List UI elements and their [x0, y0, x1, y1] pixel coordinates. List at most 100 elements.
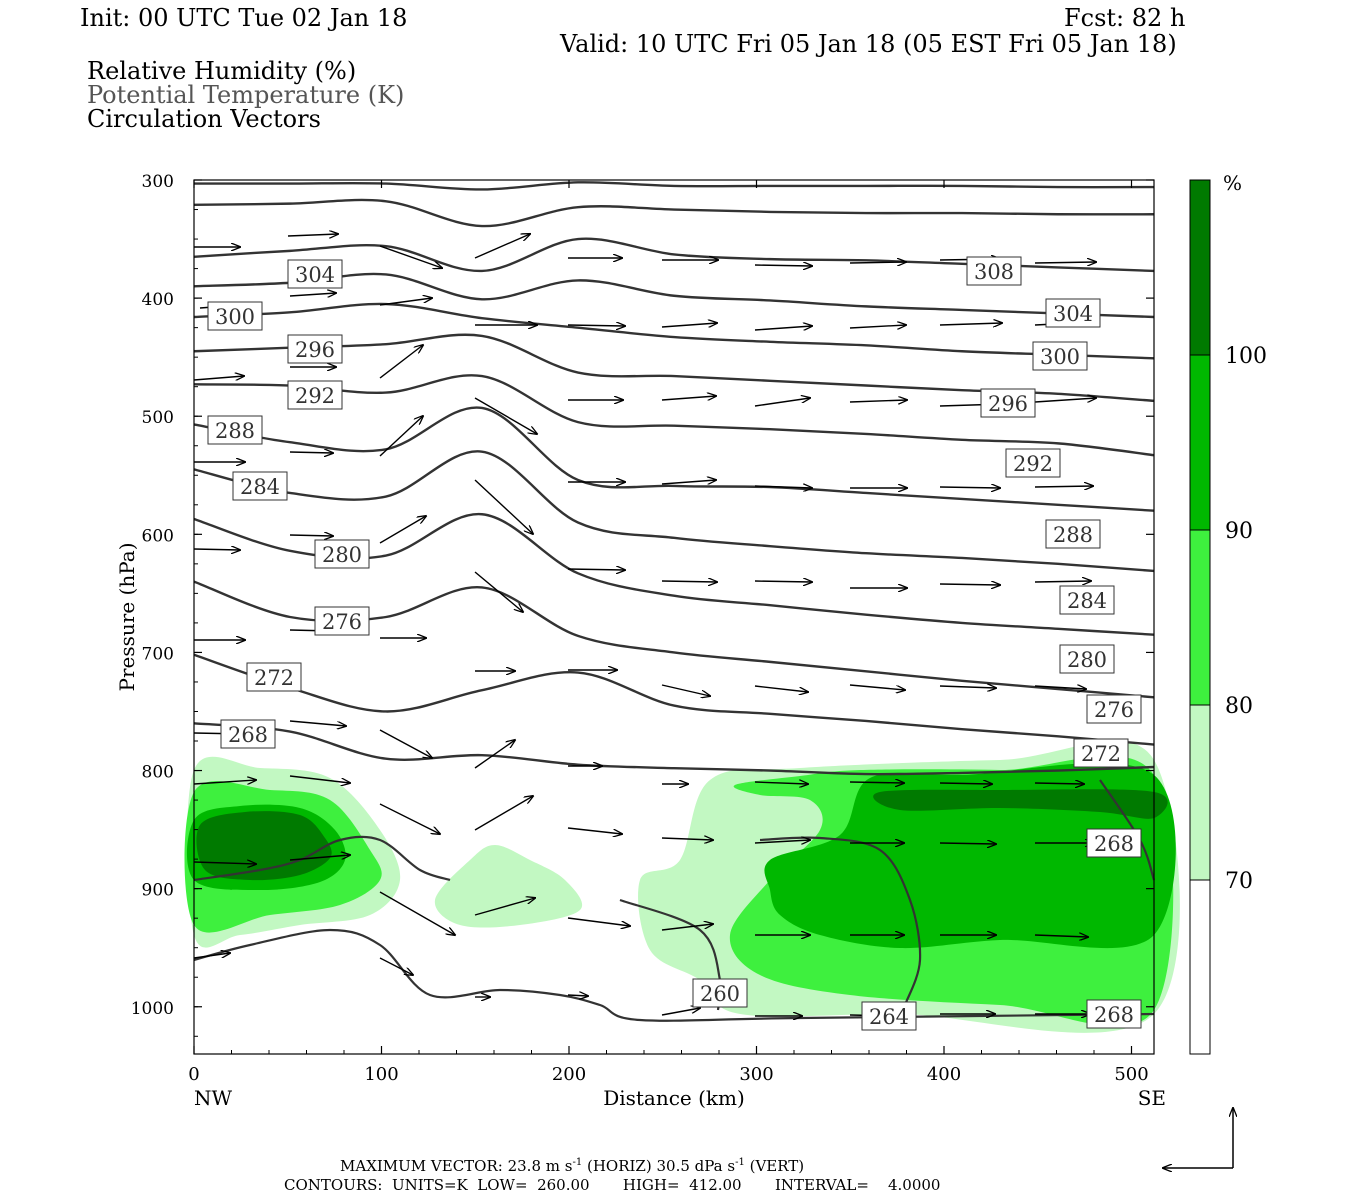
contour-label-264-22: 264 — [861, 1001, 917, 1031]
vector-18 — [939, 323, 1002, 325]
contour-label-text: 300 — [1040, 345, 1080, 369]
contour-label-box — [1086, 828, 1142, 858]
contour-label-text: 296 — [295, 338, 335, 362]
vector-7 — [849, 262, 906, 263]
contour-label-box — [692, 978, 748, 1008]
contour-label-260-23: 260 — [692, 978, 748, 1008]
contour-label-text: 296 — [988, 392, 1028, 416]
contour-label-box — [1086, 694, 1142, 724]
contour-label-text: 280 — [1067, 648, 1107, 672]
colorbar-seg-0 — [1189, 179, 1211, 356]
contour-label-268-20: 268 — [1086, 828, 1142, 858]
colorbar-seg-1 — [1189, 354, 1211, 531]
theta-line-260 — [193, 722, 1155, 776]
contour-label-box — [1073, 738, 1129, 768]
theta-line-292 — [193, 302, 1155, 360]
contour-label-text: 292 — [295, 384, 335, 408]
vector-56 — [754, 685, 808, 692]
contour-label-box — [246, 662, 302, 692]
contour-label-text: 276 — [1094, 698, 1134, 722]
y-tick-label-300: 300 — [142, 172, 174, 192]
vector-76 — [754, 840, 810, 843]
contour-label-box — [1045, 519, 1101, 549]
contour-label-284-12: 284 — [1059, 585, 1115, 615]
vector-70 — [193, 780, 256, 785]
contour-label-box — [207, 301, 263, 331]
vector-81 — [289, 855, 350, 861]
x-axis-label: Distance (km) — [603, 1086, 745, 1110]
contour-label-box — [287, 334, 343, 364]
y-axis-label: Pressure (hPa) — [115, 543, 139, 692]
vector-20 — [193, 376, 244, 380]
vector-68 — [939, 783, 992, 784]
vector-94 — [661, 1008, 700, 1016]
x-tick-label-500: 500 — [1114, 1064, 1148, 1085]
theta-contours — [193, 181, 1156, 1022]
vector-57 — [849, 684, 905, 690]
vector-26 — [849, 400, 907, 402]
theta-low-contour-3 — [759, 836, 922, 1006]
vector-39 — [379, 516, 426, 544]
contour-label-text: 272 — [254, 666, 294, 690]
contour-label-box — [287, 380, 343, 410]
field-rh-label: Relative Humidity (%) — [87, 57, 357, 85]
contour-label-text: 268 — [1094, 1003, 1134, 1027]
theta-line-304 — [193, 198, 1155, 228]
contour-label-box — [232, 471, 288, 501]
contour-label-box — [980, 388, 1036, 418]
forecast-hour: Fcst: 82 h — [1064, 4, 1186, 32]
contour-label-272-17: 272 — [246, 662, 302, 692]
init-time: Init: 00 UTC Tue 02 Jan 18 — [80, 4, 408, 32]
contour-label-text: 284 — [240, 475, 280, 499]
vector-80 — [193, 862, 256, 864]
vector-59 — [1034, 686, 1086, 689]
y-tick-label-900: 900 — [142, 881, 174, 901]
contour-label-272-18: 272 — [1073, 738, 1129, 768]
vector-75 — [661, 838, 713, 840]
y-tick-label-500: 500 — [142, 408, 174, 428]
contour-label-box — [1032, 341, 1088, 371]
vector-58 — [939, 686, 996, 688]
reference-vector — [1163, 1108, 1233, 1168]
theta-line-308 — [193, 181, 1155, 191]
se-label: SE — [1138, 1086, 1166, 1110]
colorbar-seg-3 — [1189, 704, 1211, 881]
vector-30 — [474, 397, 537, 434]
vector-34 — [661, 480, 716, 485]
colorbar-label-70: 70 — [1225, 869, 1253, 894]
vector-89 — [1034, 935, 1088, 937]
vector-14 — [567, 325, 625, 326]
y-tick-label-600: 600 — [142, 526, 174, 546]
vector-12 — [379, 298, 432, 306]
vector-24 — [661, 396, 716, 401]
theta-line-280 — [193, 406, 1155, 512]
colorbar-label-80: 80 — [1225, 694, 1253, 719]
vector-61 — [289, 720, 346, 726]
plot-frame — [193, 179, 1155, 1055]
contour-label-268-19: 268 — [220, 719, 276, 749]
contour-label-text: 288 — [215, 419, 255, 443]
contour-label-text: 260 — [700, 982, 740, 1006]
valid-time: Valid: 10 UTC Fri 05 Jan 18 (05 EST Fri … — [560, 30, 1177, 58]
vector-71 — [289, 775, 350, 783]
contour-label-288-10: 288 — [1045, 519, 1101, 549]
vector-16 — [754, 326, 812, 331]
contour-label-text: 264 — [869, 1005, 909, 1029]
vector-45 — [754, 581, 812, 582]
contour-label-box — [314, 539, 370, 569]
contour-labels: 308 304 304 300 300 296 296 292 292 288 288 284 284 2… — [207, 256, 1142, 1031]
vector-66 — [754, 782, 808, 784]
field-vectors-label: Circulation Vectors — [87, 105, 321, 133]
contour-label-296-6: 296 — [980, 388, 1036, 418]
x-tick-label-300: 300 — [739, 1064, 773, 1085]
contour-label-text: 272 — [1081, 742, 1121, 766]
contour-label-box — [220, 719, 276, 749]
vector-85 — [661, 924, 713, 931]
colorbar-label-100: 100 — [1225, 344, 1267, 369]
contour-label-box — [314, 606, 370, 636]
vector-15 — [661, 323, 717, 328]
vector-6 — [754, 265, 812, 266]
vector-22 — [379, 345, 423, 379]
y-tick-label-400: 400 — [142, 290, 174, 310]
